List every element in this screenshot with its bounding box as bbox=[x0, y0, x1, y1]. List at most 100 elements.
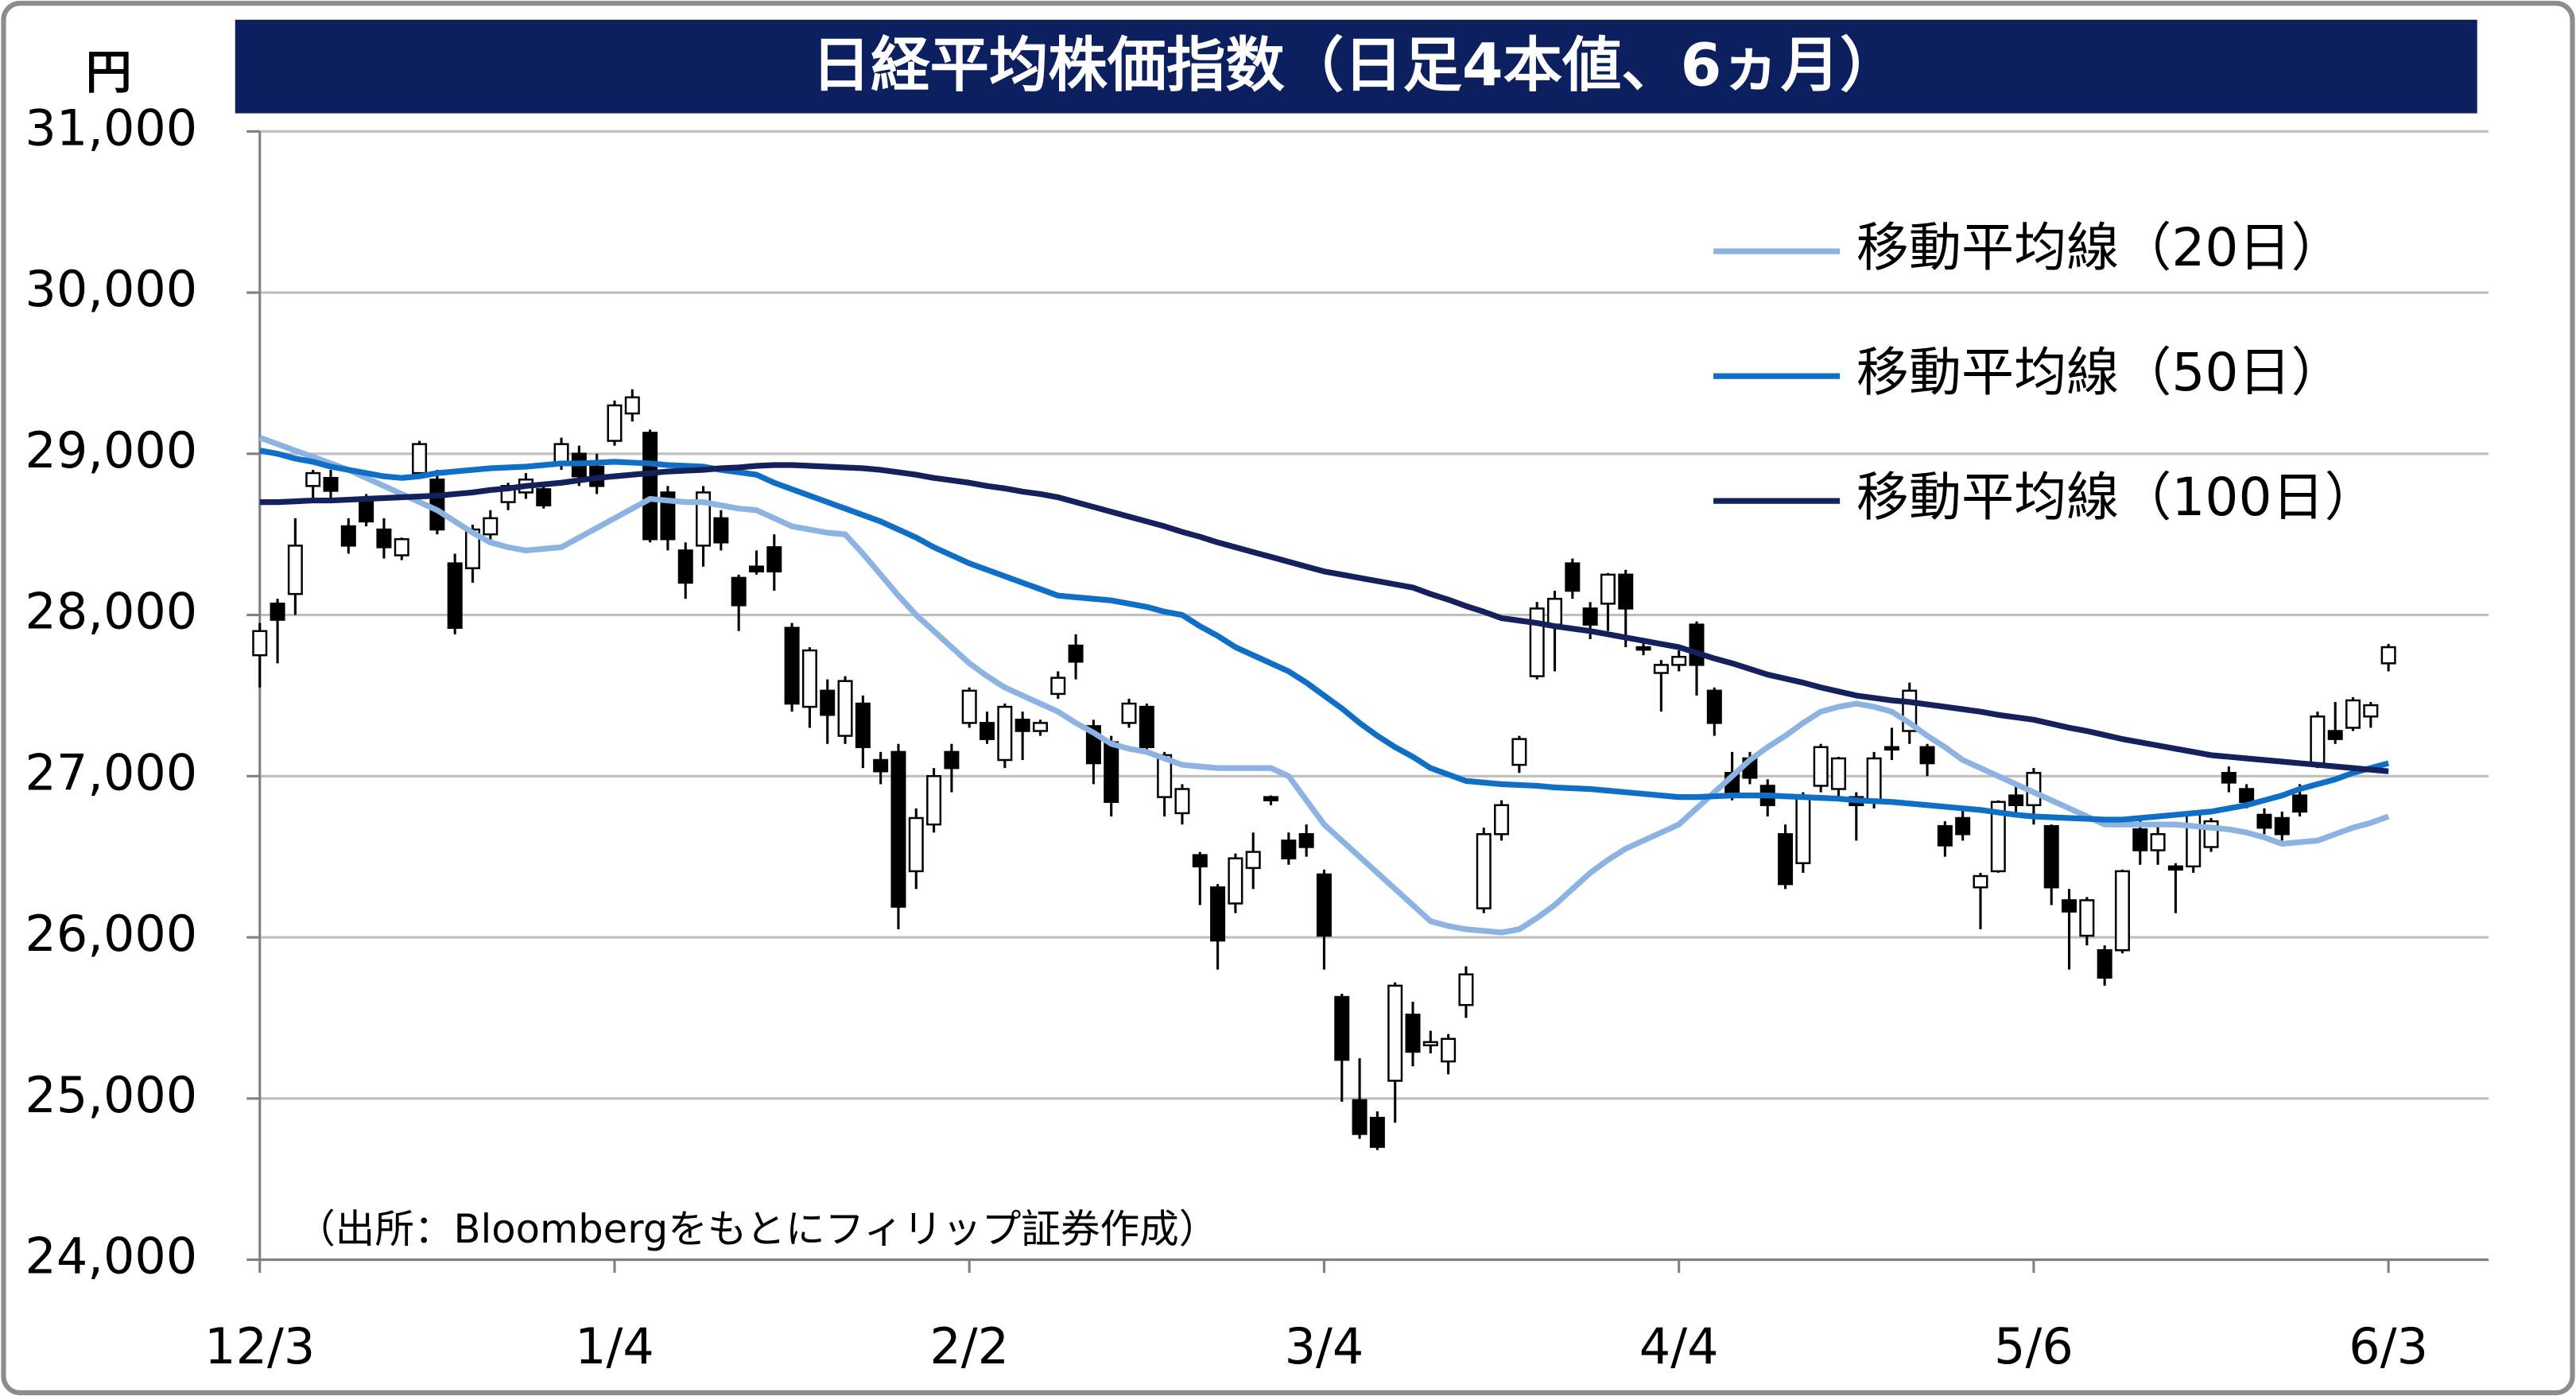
candle-body bbox=[1263, 796, 1279, 801]
candle-body bbox=[997, 705, 1013, 762]
candle-body bbox=[2310, 715, 2326, 765]
candle-body bbox=[1458, 973, 1474, 1006]
x-tick-label: 1/4 bbox=[575, 1317, 654, 1375]
candle-body bbox=[1050, 677, 1066, 696]
candle-body bbox=[2043, 824, 2059, 889]
candle-body bbox=[1973, 874, 1988, 889]
y-tick-label: 27,000 bbox=[25, 743, 197, 801]
candle-body bbox=[1369, 1116, 1385, 1148]
candle-body bbox=[1689, 623, 1705, 666]
candle-body bbox=[287, 545, 303, 595]
candle-body bbox=[1352, 1099, 1368, 1135]
candle-body bbox=[305, 471, 321, 487]
candle-body bbox=[1121, 702, 1137, 724]
candle-body bbox=[855, 702, 871, 749]
y-tick-label: 31,000 bbox=[25, 99, 197, 157]
candle-body bbox=[642, 432, 658, 541]
y-tick-label: 26,000 bbox=[25, 905, 197, 963]
candle-body bbox=[252, 630, 268, 657]
candle-body bbox=[2008, 794, 2024, 807]
x-tick-label: 4/4 bbox=[1639, 1317, 1719, 1375]
candle-body bbox=[2079, 899, 2095, 937]
candle-body bbox=[1618, 573, 1634, 610]
candle-body bbox=[713, 517, 729, 544]
candle-body bbox=[873, 758, 889, 773]
candle-body bbox=[2380, 646, 2396, 665]
candle-body bbox=[2239, 788, 2255, 803]
legend-label: 移動平均線（20日） bbox=[1856, 217, 2344, 278]
candle-body bbox=[766, 546, 782, 573]
candle-body bbox=[1600, 573, 1616, 605]
title-bar bbox=[235, 19, 2477, 114]
x-tick-label: 3/4 bbox=[1285, 1317, 1364, 1375]
candle-body bbox=[1334, 995, 1350, 1061]
unit-label: 円 bbox=[86, 45, 132, 99]
candle-body bbox=[1139, 705, 1154, 749]
candle-body bbox=[1245, 851, 1261, 870]
candle-body bbox=[1192, 854, 1208, 868]
candle-body bbox=[323, 476, 339, 492]
candle-body bbox=[1387, 984, 1403, 1082]
candle-body bbox=[1582, 607, 1598, 626]
candle-body bbox=[2345, 699, 2361, 729]
candle-body bbox=[1919, 746, 1935, 765]
candle-body bbox=[1014, 719, 1030, 732]
candle-body bbox=[270, 603, 285, 621]
candle-body bbox=[553, 443, 569, 465]
candle-body bbox=[1316, 873, 1332, 937]
candle-body bbox=[980, 722, 995, 740]
candle-body bbox=[1866, 757, 1882, 803]
candle-body bbox=[1511, 738, 1527, 766]
candle-body bbox=[1778, 833, 1794, 886]
candle-body bbox=[2256, 813, 2272, 829]
candle-body bbox=[2167, 865, 2183, 871]
ma-line bbox=[259, 462, 2389, 774]
candle-body bbox=[1937, 824, 1953, 847]
candle-body bbox=[1174, 788, 1190, 815]
candle-body bbox=[731, 576, 747, 607]
x-tick-label: 5/6 bbox=[1994, 1317, 2074, 1375]
y-tick-label: 29,000 bbox=[25, 421, 197, 479]
candle-body bbox=[801, 649, 817, 708]
candle-body bbox=[908, 816, 924, 873]
candle-body bbox=[1032, 722, 1048, 732]
candle-body bbox=[1068, 644, 1084, 663]
candle-body bbox=[536, 488, 552, 506]
candle-body bbox=[359, 501, 374, 523]
candle-body bbox=[1476, 833, 1492, 909]
candle-body bbox=[2327, 730, 2343, 740]
candle-body bbox=[2186, 812, 2202, 868]
candle-body bbox=[961, 689, 977, 724]
y-tick-label: 25,000 bbox=[25, 1066, 197, 1124]
candle-body bbox=[696, 491, 712, 547]
candle-body bbox=[890, 750, 906, 908]
candle-body bbox=[1210, 886, 1226, 942]
candle-body bbox=[944, 750, 960, 770]
legend-label: 移動平均線（100日） bbox=[1856, 467, 2377, 528]
candle-body bbox=[837, 680, 853, 737]
candle-body bbox=[1546, 598, 1563, 626]
x-tick-label: 12/3 bbox=[204, 1317, 315, 1375]
y-tick-label: 30,000 bbox=[25, 260, 197, 318]
candle-body bbox=[1529, 607, 1545, 677]
candle-body bbox=[1228, 857, 1243, 905]
ma-line bbox=[258, 435, 2390, 936]
candle-body bbox=[1955, 816, 1971, 836]
candle-body bbox=[820, 689, 836, 716]
source-note: （出所：Bloombergをもとにフィリップ証券作成） bbox=[296, 1206, 1218, 1252]
x-tick-label: 2/2 bbox=[929, 1317, 1009, 1375]
candle-body bbox=[2274, 816, 2290, 836]
candle-body bbox=[607, 404, 623, 442]
candle-body bbox=[1990, 801, 2006, 873]
candle-body bbox=[2363, 704, 2379, 718]
candle-body bbox=[1494, 804, 1510, 836]
candle-body bbox=[1706, 689, 1722, 724]
candle-body bbox=[2221, 771, 2237, 784]
candle-body bbox=[926, 775, 942, 826]
candle-body bbox=[1884, 746, 1899, 751]
candle-body bbox=[1441, 1037, 1457, 1063]
candle-body bbox=[748, 565, 764, 573]
